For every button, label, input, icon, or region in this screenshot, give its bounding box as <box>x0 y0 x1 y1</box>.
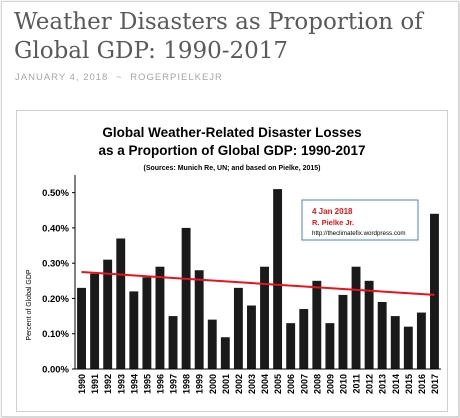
bar-2012 <box>364 280 374 369</box>
chart-title-line2: as a Proportion of Global GDP: 1990-2017 <box>98 143 365 158</box>
bar-2013 <box>377 301 387 369</box>
x-axis-ticks: 1990 1991 1992 1993 1994 1995 1996 1997 1998 1999… <box>77 374 440 394</box>
x-tick-label: 1995 <box>142 374 152 394</box>
bar-1990 <box>77 287 86 369</box>
chart-subtitle: (Sources: Munich Re, UN; and based on Pi… <box>144 165 321 172</box>
bar-1994 <box>129 291 139 369</box>
x-tick-label: 2008 <box>312 374 322 394</box>
x-tick-label: 1990 <box>77 374 87 394</box>
bar-2001 <box>220 337 230 369</box>
bar-2017 <box>430 213 439 369</box>
bar-2011 <box>351 266 361 369</box>
y-tick-label: 0.30% <box>42 259 69 270</box>
x-tick-label: 1991 <box>90 374 100 394</box>
x-tick-label: 2012 <box>365 374 375 394</box>
bar-2002 <box>233 287 243 369</box>
bar-2014 <box>390 316 400 369</box>
x-tick-label: 2013 <box>378 374 388 394</box>
x-tick-label: 2016 <box>417 374 427 394</box>
bar-2010 <box>338 294 348 369</box>
x-tick-label: 2017 <box>430 374 440 394</box>
x-tick-label: 2006 <box>286 374 296 394</box>
post-author-link[interactable]: ROGERPIELKEJR <box>130 72 223 83</box>
y-tick-label: 0.20% <box>42 294 69 305</box>
x-tick-label: 2004 <box>260 374 270 394</box>
x-tick-label: 1998 <box>182 374 192 394</box>
bar-1993 <box>116 238 126 369</box>
x-tick-label: 2011 <box>352 374 362 394</box>
post-meta: JANUARY 4, 2018 ~ ROGERPIELKEJR <box>15 72 223 83</box>
bar-1999 <box>194 270 204 369</box>
x-tick-label: 2009 <box>325 374 335 394</box>
bar-1995 <box>142 277 152 369</box>
annotation-box: 4 Jan 2018 R. Pielke Jr. http://theclima… <box>301 199 419 241</box>
y-tick-label: 0.10% <box>42 329 69 340</box>
x-tick-label: 1993 <box>116 374 126 394</box>
annotation-author: R. Pielke Jr. <box>312 218 354 227</box>
chart-svg: Global Weather-Related Disaster Losses a… <box>26 125 441 394</box>
post-date-link[interactable]: JANUARY 4, 2018 <box>15 72 109 83</box>
x-tick-label: 2002 <box>234 374 244 394</box>
bar-2000 <box>207 319 217 369</box>
y-tick-label: 0.00% <box>42 365 69 376</box>
annotation-url: http://theclimatefix.wordpress.com <box>312 230 406 237</box>
bar-2016 <box>416 312 426 369</box>
bar-2005 <box>273 189 283 369</box>
bar-2007 <box>299 309 309 369</box>
x-tick-label: 1999 <box>195 374 205 394</box>
bar-1992 <box>103 259 113 369</box>
x-tick-label: 2015 <box>404 374 414 394</box>
annotation-date: 4 Jan 2018 <box>312 207 353 216</box>
x-tick-label: 2001 <box>221 374 231 394</box>
bar-2004 <box>260 266 269 369</box>
x-tick-label: 2003 <box>247 374 257 394</box>
y-tick-label: 0.50% <box>42 188 69 199</box>
bar-2008 <box>312 280 322 369</box>
chart-title-line1: Global Weather-Related Disaster Losses <box>102 125 361 140</box>
bar-2015 <box>403 326 413 369</box>
x-tick-label: 1992 <box>103 374 113 394</box>
bar-1997 <box>168 316 178 369</box>
x-tick-label: 1997 <box>169 374 179 394</box>
x-tick-label: 1994 <box>129 374 139 394</box>
bar-1996 <box>155 266 165 369</box>
bar-1998 <box>181 227 191 369</box>
post-title[interactable]: Weather Disasters as Proportion of Globa… <box>14 9 423 64</box>
y-axis-ticks: 0.00% 0.10% 0.20% 0.30% 0.40% 0.50% <box>42 188 75 376</box>
y-axis-label: Percent of Global GDP <box>26 269 33 341</box>
x-tick-label: 2005 <box>273 374 283 394</box>
bar-1991 <box>90 273 100 369</box>
trend-line <box>81 271 435 296</box>
x-tick-label: 2014 <box>391 374 401 394</box>
x-tick-label: 1996 <box>155 374 165 394</box>
x-tick-label: 2010 <box>338 374 348 394</box>
x-tick-label: 2007 <box>299 374 309 394</box>
meta-separator: ~ <box>115 72 123 83</box>
bar-2006 <box>286 323 296 369</box>
bar-2009 <box>325 323 335 369</box>
x-tick-label: 2000 <box>208 374 218 394</box>
chart-image: Global Weather-Related Disaster Losses a… <box>16 110 448 412</box>
bars <box>77 189 439 369</box>
y-tick-label: 0.40% <box>42 223 69 234</box>
bar-2003 <box>247 305 256 369</box>
